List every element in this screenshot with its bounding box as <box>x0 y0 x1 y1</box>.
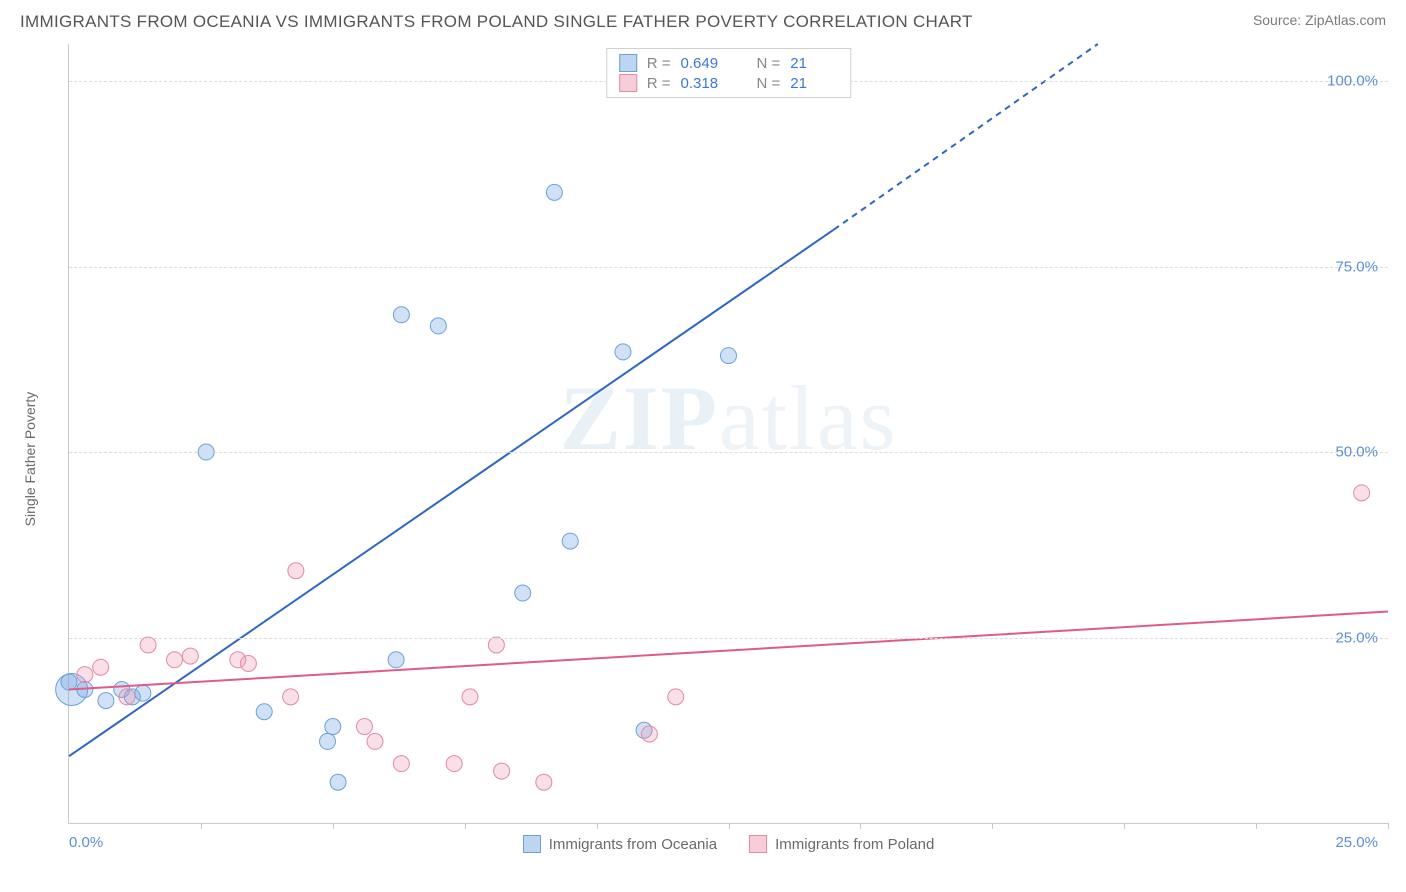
r-label: R = <box>647 55 671 72</box>
data-point-poland <box>119 689 135 705</box>
data-point-poland <box>1354 485 1370 501</box>
plot-area: ZIPatlas R = 0.649 N = 21 R = 0.318 N = … <box>68 44 1388 824</box>
legend-row-oceania: R = 0.649 N = 21 <box>619 53 839 73</box>
data-point-poland <box>356 719 372 735</box>
legend-row-poland: R = 0.318 N = 21 <box>619 73 839 93</box>
chart-title: IMMIGRANTS FROM OCEANIA VS IMMIGRANTS FR… <box>20 12 973 32</box>
data-point-oceania <box>721 348 737 364</box>
data-point-poland <box>140 637 156 653</box>
gridline <box>69 267 1388 268</box>
gridline <box>69 452 1388 453</box>
swatch-poland <box>619 74 637 92</box>
data-point-poland <box>446 756 462 772</box>
x-tick <box>333 823 334 829</box>
data-point-poland <box>393 756 409 772</box>
data-point-oceania <box>61 674 77 690</box>
y-tick-label: 25.0% <box>1335 629 1378 646</box>
data-point-oceania <box>615 344 631 360</box>
legend-item-poland: Immigrants from Poland <box>749 835 934 853</box>
data-point-poland <box>462 689 478 705</box>
data-point-poland <box>240 655 256 671</box>
x-tick <box>465 823 466 829</box>
legend-item-oceania: Immigrants from Oceania <box>523 835 717 853</box>
source-attribution: Source: ZipAtlas.com <box>1253 12 1386 28</box>
data-point-poland <box>283 689 299 705</box>
plot-svg <box>69 44 1388 823</box>
data-point-poland <box>536 774 552 790</box>
data-point-oceania <box>325 719 341 735</box>
data-point-poland <box>494 763 510 779</box>
swatch-oceania-bottom <box>523 835 541 853</box>
r-value-oceania: 0.649 <box>681 55 729 72</box>
data-point-oceania <box>320 733 336 749</box>
data-point-poland <box>167 652 183 668</box>
x-tick <box>729 823 730 829</box>
data-point-oceania <box>546 184 562 200</box>
x-tick <box>597 823 598 829</box>
y-tick-label: 100.0% <box>1327 73 1378 90</box>
data-point-oceania <box>393 307 409 323</box>
chart-container: Single Father Poverty ZIPatlas R = 0.649… <box>36 44 1388 874</box>
data-point-oceania <box>98 693 114 709</box>
x-tick <box>860 823 861 829</box>
swatch-oceania <box>619 54 637 72</box>
y-tick-label: 75.0% <box>1335 258 1378 275</box>
data-point-poland <box>288 563 304 579</box>
y-axis-label: Single Father Poverty <box>22 392 38 527</box>
regression-line-dashed-oceania <box>834 44 1098 229</box>
x-tick <box>992 823 993 829</box>
data-point-oceania <box>256 704 272 720</box>
data-point-poland <box>641 726 657 742</box>
gridline <box>69 638 1388 639</box>
x-tick <box>1124 823 1125 829</box>
n-label: N = <box>757 75 781 92</box>
data-point-oceania <box>135 685 151 701</box>
data-point-oceania <box>330 774 346 790</box>
data-point-poland <box>93 659 109 675</box>
data-point-oceania <box>430 318 446 334</box>
data-point-poland <box>668 689 684 705</box>
r-label: R = <box>647 75 671 92</box>
data-point-poland <box>367 733 383 749</box>
data-point-poland <box>77 667 93 683</box>
y-tick-label: 50.0% <box>1335 444 1378 461</box>
n-value-oceania: 21 <box>790 55 838 72</box>
series-name-oceania: Immigrants from Oceania <box>549 836 717 853</box>
series-name-poland: Immigrants from Poland <box>775 836 934 853</box>
data-point-oceania <box>515 585 531 601</box>
x-tick <box>201 823 202 829</box>
regression-line-poland <box>69 612 1388 690</box>
data-point-poland <box>488 637 504 653</box>
r-value-poland: 0.318 <box>681 75 729 92</box>
data-point-oceania <box>562 533 578 549</box>
n-value-poland: 21 <box>790 75 838 92</box>
series-legend: Immigrants from Oceania Immigrants from … <box>69 835 1388 853</box>
swatch-poland-bottom <box>749 835 767 853</box>
x-tick <box>1388 823 1389 829</box>
data-point-poland <box>182 648 198 664</box>
x-tick <box>1256 823 1257 829</box>
correlation-legend: R = 0.649 N = 21 R = 0.318 N = 21 <box>606 48 852 98</box>
n-label: N = <box>757 55 781 72</box>
data-point-oceania <box>388 652 404 668</box>
regression-line-oceania <box>69 229 834 756</box>
